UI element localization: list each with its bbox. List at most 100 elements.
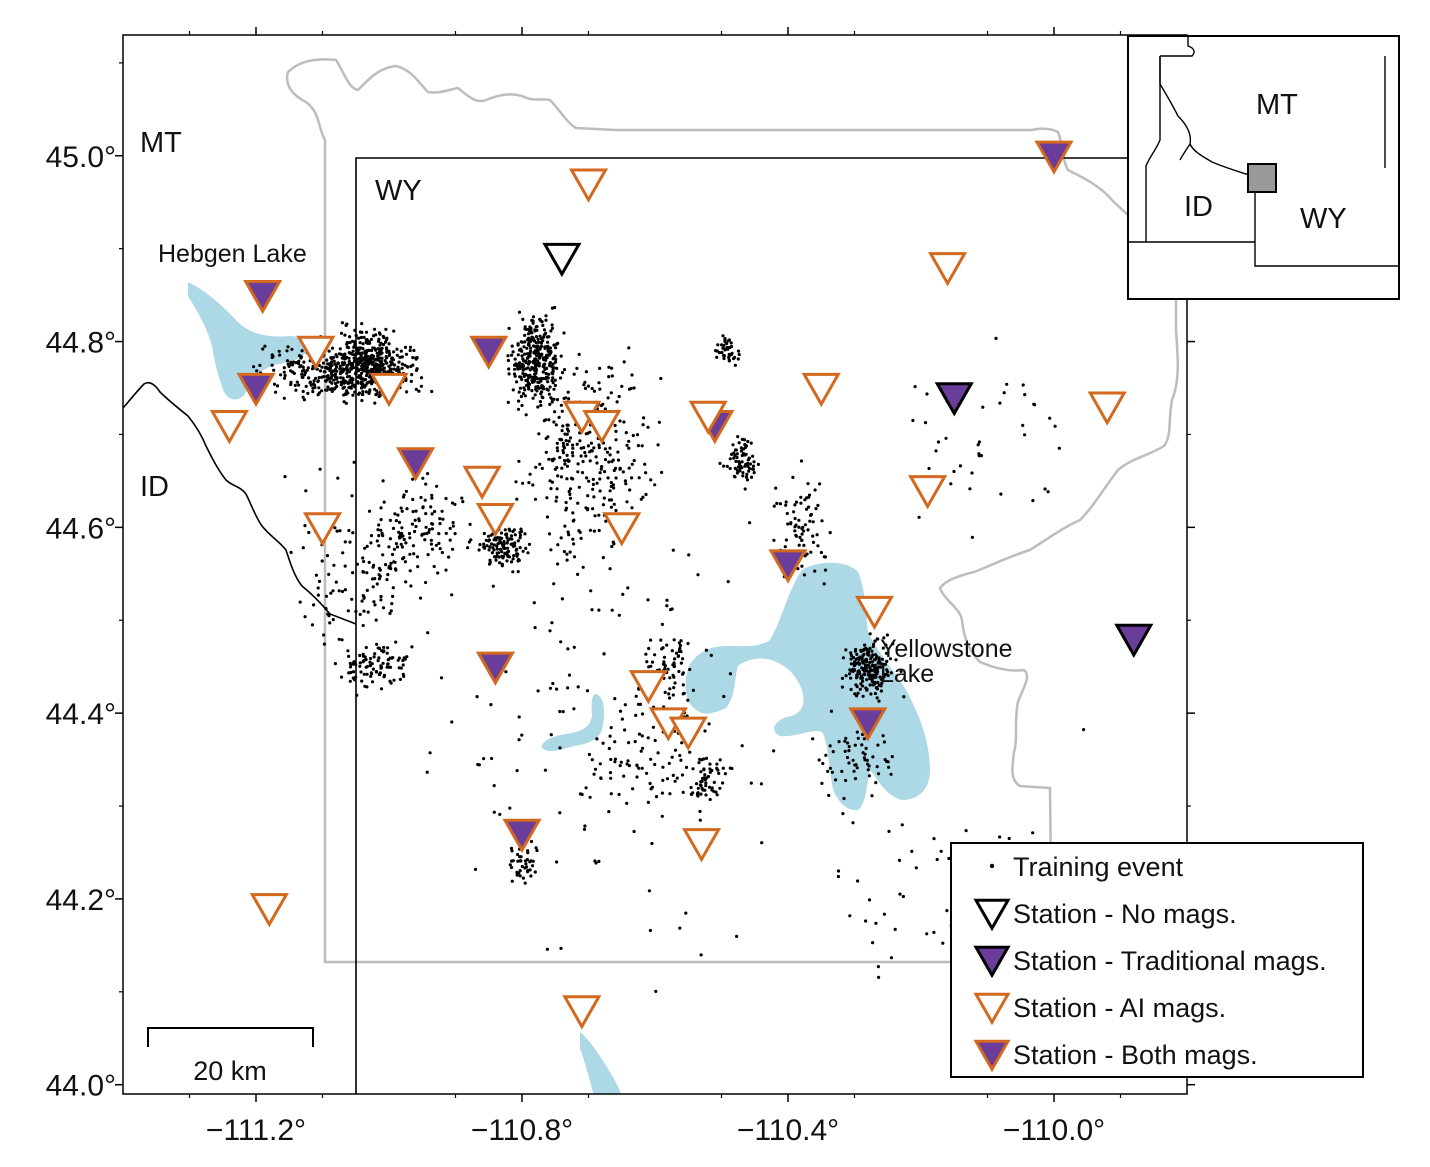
training-event xyxy=(799,495,803,499)
training-event xyxy=(1023,433,1027,437)
training-event xyxy=(828,744,832,748)
training-event xyxy=(696,791,700,795)
training-event xyxy=(304,489,308,493)
training-event xyxy=(352,460,356,464)
training-event xyxy=(427,530,431,535)
training-event xyxy=(576,501,580,505)
training-event xyxy=(372,364,377,368)
training-event xyxy=(784,503,788,507)
training-event xyxy=(586,494,590,498)
legend-label: Training event xyxy=(1013,852,1184,882)
training-event xyxy=(511,557,515,561)
training-event xyxy=(793,516,797,521)
training-event xyxy=(544,418,548,422)
training-event xyxy=(430,512,434,516)
training-event xyxy=(646,598,650,602)
training-event xyxy=(321,361,326,365)
training-event xyxy=(485,544,489,548)
training-event xyxy=(377,394,381,399)
training-event xyxy=(751,464,756,468)
training-event xyxy=(552,420,556,424)
training-event xyxy=(968,487,972,491)
training-event xyxy=(867,898,872,902)
training-event xyxy=(889,671,894,675)
training-event xyxy=(612,502,616,506)
training-event xyxy=(391,358,395,362)
training-event xyxy=(565,432,569,436)
training-event xyxy=(344,323,348,327)
training-event xyxy=(533,393,537,397)
training-event xyxy=(865,687,869,691)
training-event xyxy=(359,335,363,340)
training-event xyxy=(523,333,527,337)
inset-idaho-west xyxy=(1145,56,1161,242)
training-event xyxy=(526,869,530,873)
training-event xyxy=(379,598,383,602)
training-event xyxy=(860,656,864,660)
training-event xyxy=(379,506,383,510)
training-event xyxy=(864,669,869,673)
training-event xyxy=(451,521,455,525)
station-ai xyxy=(854,595,895,631)
training-event xyxy=(608,734,612,738)
training-event xyxy=(492,784,496,788)
training-event xyxy=(518,530,522,535)
training-event xyxy=(722,464,726,468)
training-event xyxy=(598,387,602,391)
training-event xyxy=(523,352,527,356)
training-event xyxy=(360,351,364,355)
training-event xyxy=(330,387,334,391)
training-event xyxy=(794,534,799,538)
training-event xyxy=(444,496,448,501)
training-event xyxy=(404,541,408,545)
training-event xyxy=(887,765,891,769)
station-both xyxy=(848,707,888,742)
training-event xyxy=(561,424,565,428)
training-event xyxy=(936,440,941,444)
training-event xyxy=(335,384,339,388)
training-event xyxy=(673,748,678,752)
training-event xyxy=(862,756,867,760)
training-event xyxy=(425,770,429,774)
training-event xyxy=(361,623,365,628)
training-event xyxy=(370,680,375,684)
training-event xyxy=(372,655,376,659)
training-event xyxy=(324,594,329,598)
training-event xyxy=(613,760,617,764)
training-event xyxy=(311,390,315,394)
training-event xyxy=(730,351,734,355)
training-event xyxy=(559,403,564,407)
training-event xyxy=(344,392,348,396)
training-event xyxy=(632,459,636,463)
training-event xyxy=(617,792,621,797)
training-event xyxy=(534,465,538,469)
training-event xyxy=(661,765,665,769)
training-event xyxy=(438,522,442,526)
training-event xyxy=(358,612,362,617)
training-event xyxy=(393,560,397,564)
training-event xyxy=(828,531,832,535)
training-event xyxy=(548,479,552,483)
training-event xyxy=(389,609,393,613)
training-event xyxy=(252,365,256,369)
training-event xyxy=(934,449,938,453)
training-event xyxy=(387,342,391,346)
station-traditional xyxy=(934,382,974,417)
training-event xyxy=(517,310,522,314)
training-event xyxy=(365,571,369,575)
training-event xyxy=(567,533,571,537)
training-event xyxy=(527,542,532,547)
training-event xyxy=(572,555,577,559)
training-event xyxy=(380,531,384,536)
scale-bar: 20 km xyxy=(147,1027,314,1086)
training-event xyxy=(303,615,307,619)
training-event xyxy=(542,356,547,360)
training-event xyxy=(619,760,623,764)
training-event xyxy=(381,606,386,610)
training-event xyxy=(349,364,353,368)
training-event xyxy=(426,472,430,476)
training-event xyxy=(654,795,659,799)
training-event xyxy=(901,894,906,899)
training-event xyxy=(802,573,807,577)
training-event xyxy=(373,652,377,656)
